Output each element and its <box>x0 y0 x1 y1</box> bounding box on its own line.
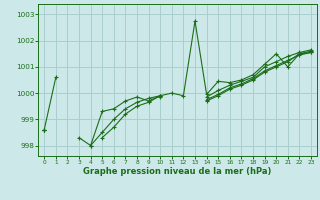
X-axis label: Graphe pression niveau de la mer (hPa): Graphe pression niveau de la mer (hPa) <box>84 167 272 176</box>
